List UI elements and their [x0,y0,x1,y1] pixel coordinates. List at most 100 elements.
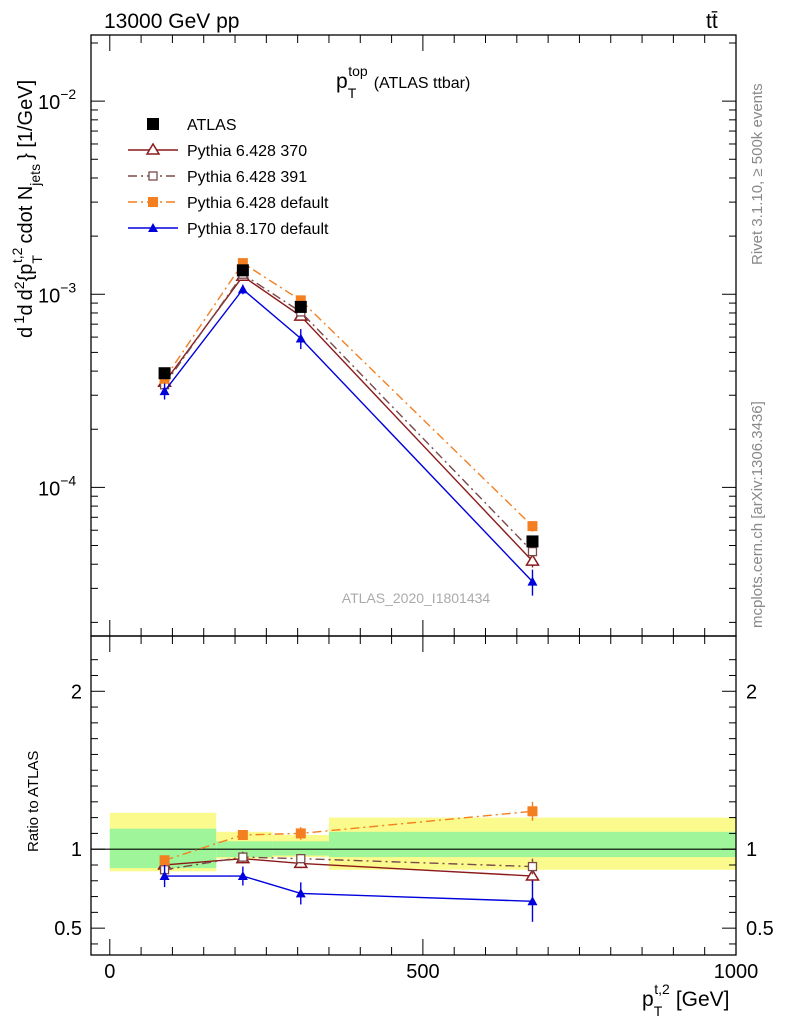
y-tick-label: 10−3 [38,279,76,307]
main-series-pythia-8-170-default [159,284,538,596]
series-line [164,275,533,562]
legend-label: Pythia 6.428 default [187,195,329,212]
ratio-series-pythia-6-428-391 [159,852,538,875]
data-point [158,367,171,380]
data-point [159,386,170,396]
main-series-pythia-6-428-default [159,258,538,532]
legend-marker [148,171,158,181]
data-point [296,854,306,864]
svg-text:mcplots.cern.ch [arXiv:1306.34: mcplots.cern.ch [arXiv:1306.3436] [749,401,766,628]
x-axis-label: pTt,2 [GeV] [642,981,730,1019]
data-point [526,535,539,548]
series-line [164,856,533,871]
plot-title: pTtop (ATLAS ttbar) [336,63,470,101]
ratio-series [157,801,540,922]
data-point [525,553,540,566]
series-line [164,857,533,877]
ylabel-sup: t,2 [9,247,25,263]
main-series [157,258,540,596]
main-series-pythia-6-428-370 [157,268,540,568]
data-point [237,829,248,840]
svg-text:d1dd2{pTt,2cdot Njets} [1/GeV]: d1dd2{pTt,2cdot Njets} [1/GeV] [9,80,45,338]
axes: 10−2 10−3 10−4 0.5 0.5 1 1 2 2 0 500 1000 [38,34,774,983]
legend-entry: Pythia 6.428 391 [128,169,307,186]
data-point [237,871,248,881]
series-line [164,273,533,553]
data-point [294,300,307,313]
series-line [164,875,533,903]
series-line [164,810,533,861]
ratio-series-pythia-6-428-default [159,801,538,866]
svg-text:Ratio to ATLAS: Ratio to ATLAS [25,751,42,852]
data-point [159,871,170,881]
legend-marker [147,118,159,130]
data-point [295,828,306,839]
legend-marker [148,197,158,207]
data-point [295,888,306,898]
data-point [527,861,538,872]
legend-marker [148,223,158,232]
ylabel-unit: } [1/GeV] [15,80,37,160]
legend-label: Pythia 8.170 default [187,221,329,238]
rivet-label: Rivet 3.1.10, ≥ 500k events [749,83,766,265]
process-label: tt̄ [706,10,718,33]
title-sub: T [348,85,357,101]
legend-label: ATLAS [187,117,237,134]
ylabel-mid: {p [15,264,37,282]
main-series-pythia-6-428-391 [159,269,538,558]
ratio-y-tick-label: 1 [71,839,82,861]
title-sup: top [348,63,368,79]
series-line [164,288,533,583]
ylabel-jets: jets [27,164,43,187]
uncertainty-band-green [272,841,329,856]
ylabel-cdot: cdot N [15,186,37,244]
data-point [527,806,538,817]
ratio-y-tick-label-right: 1 [746,839,757,861]
x-tick-label: 1000 [714,961,759,983]
data-point [237,258,248,269]
x-tick-label: 500 [406,961,439,983]
main-y-label: d1dd2{pTt,2cdot Njets} [1/GeV] [9,80,45,338]
data-point [527,546,538,557]
legend-entry: Pythia 8.170 default [128,221,329,238]
series-line [164,262,533,527]
data-point [295,333,306,343]
ratio-series-pythia-8-170-default [159,864,538,922]
data-point [527,576,538,586]
ylabel-prefix: d [15,327,37,338]
legend: ATLAS Pythia 6.428 370 Pythia 6.428 391 Pyt… [128,117,329,238]
data-point [237,284,248,294]
data-point [295,295,306,306]
energy-label: 13000 GeV pp [104,10,239,33]
svg-text:Rivet 3.1.10, ≥ 500k events: Rivet 3.1.10, ≥ 500k events [749,83,766,265]
ratio-y-label: Ratio to ATLAS [25,751,42,852]
title-p: p [336,70,348,93]
legend-marker [145,142,161,155]
mcplots-label: mcplots.cern.ch [arXiv:1306.3436] [749,401,766,628]
uncertainty-band-green [328,831,736,858]
ratio-frame [90,635,737,956]
ratio-y-tick-label: 0.5 [54,918,82,940]
legend-entry: Pythia 6.428 default [128,195,329,212]
data-point [527,896,538,906]
data-point [527,521,538,532]
x-tick-label: 0 [104,961,115,983]
data-point [159,855,170,866]
legend-entry: Pythia 6.428 370 [128,142,307,160]
title-rest: (ATLAS ttbar) [374,75,471,92]
legend-entry: ATLAS [147,117,237,134]
y-tick-label: 10−4 [38,472,76,500]
legend-label: Pythia 6.428 391 [187,169,307,186]
ratio-y-tick-label-right: 0.5 [746,918,774,940]
analysis-watermark: ATLAS_2020_I1801434 [342,590,491,606]
main-series-atlas [158,264,539,548]
data-point [236,264,249,277]
data-point [525,868,540,881]
y-tick-label: 10−2 [38,86,76,114]
ratio-y-tick-label-right: 2 [746,681,757,703]
ratio-panel [91,812,736,872]
legend-label: Pythia 6.428 370 [187,143,307,160]
data-point [238,852,248,862]
ratio-y-tick-label: 2 [71,681,82,703]
